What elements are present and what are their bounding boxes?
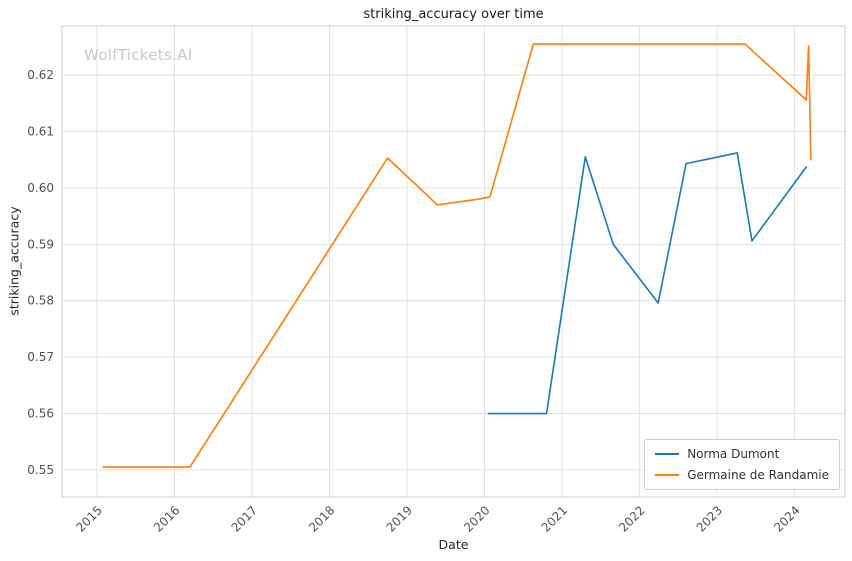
- y-tick-label: 0.61: [27, 124, 54, 138]
- y-tick-label: 0.55: [27, 463, 54, 477]
- x-tick-label: 2024: [771, 503, 802, 534]
- legend-label: Norma Dumont: [687, 447, 780, 461]
- x-tick-label: 2020: [461, 503, 492, 534]
- chart-title: striking_accuracy over time: [363, 7, 544, 22]
- x-axis-label: Date: [438, 537, 469, 552]
- plot-frame: [61, 25, 846, 498]
- x-tick-label: 2016: [151, 503, 182, 534]
- series-line-germaine-de-randamie: [102, 43, 812, 468]
- legend-label: Germaine de Randamie: [687, 468, 829, 482]
- y-tick-label: 0.58: [27, 294, 54, 308]
- legend: Norma Dumont Germaine de Randamie: [644, 439, 840, 490]
- x-tick-label: 2022: [616, 503, 647, 534]
- x-tick-label: 2015: [74, 503, 105, 534]
- x-tick-label: 2021: [539, 503, 570, 534]
- legend-item: Germaine de Randamie: [655, 468, 829, 482]
- x-tick-label: 2019: [384, 503, 415, 534]
- series-line-norma-dumont: [487, 152, 808, 415]
- y-tick-label: 0.57: [27, 350, 54, 364]
- legend-line-sample-norma-dumont: [655, 453, 680, 455]
- legend-item: Norma Dumont: [655, 447, 829, 461]
- y-tick-label: 0.62: [27, 68, 54, 82]
- watermark: WolfTickets.AI: [84, 46, 193, 64]
- y-tick-label: 0.60: [27, 181, 54, 195]
- y-tick-label: 0.56: [27, 407, 54, 421]
- x-tick-label: 2023: [694, 503, 725, 534]
- legend-line-sample-germaine-de-randamie: [655, 474, 680, 476]
- x-tick-label: 2017: [229, 503, 260, 534]
- y-axis-label: striking_accuracy: [6, 206, 22, 316]
- x-tick-label: 2018: [306, 503, 337, 534]
- y-tick-label: 0.59: [27, 237, 54, 251]
